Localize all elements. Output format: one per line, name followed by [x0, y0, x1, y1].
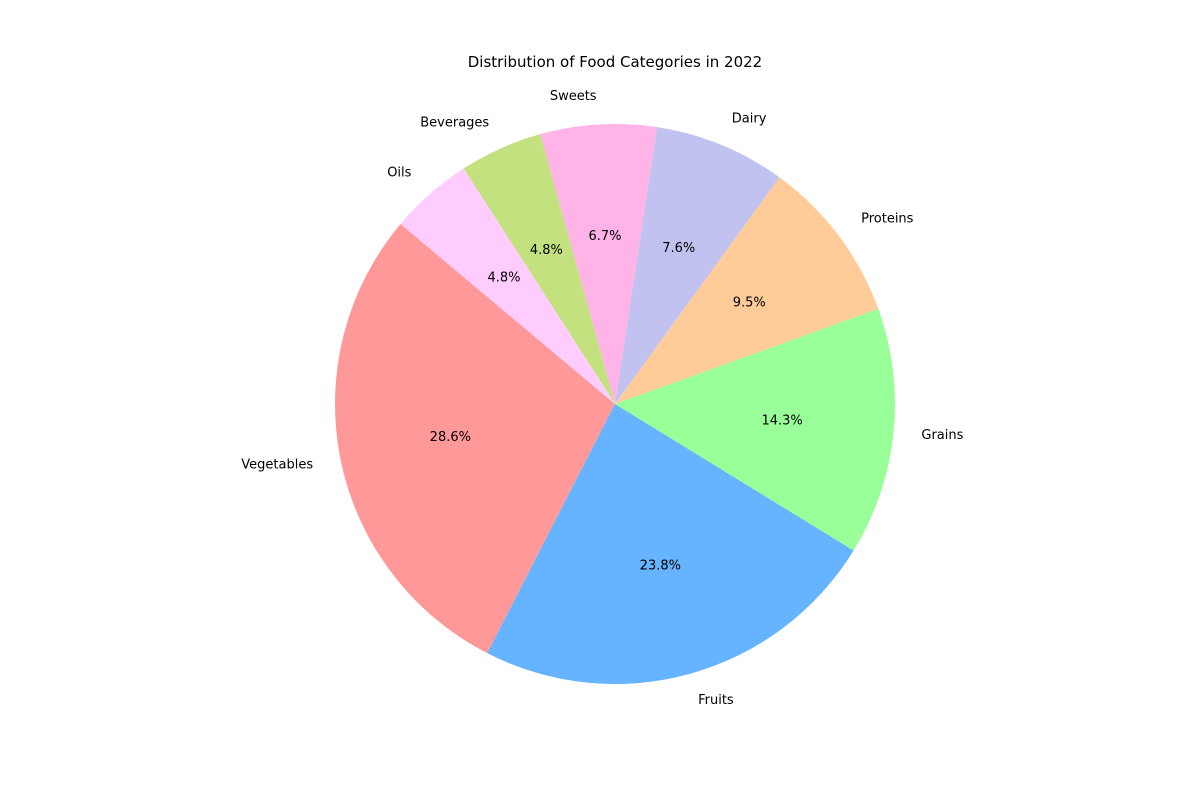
chart-title: Distribution of Food Categories in 2022 [468, 53, 762, 71]
pie-slice-proteins [615, 177, 879, 404]
pie-slice-sweets [540, 123, 657, 404]
pie-slice-fruits [487, 404, 854, 684]
slice-label-beverages: Beverages [420, 115, 489, 130]
slice-percent-proteins: 9.5% [733, 295, 766, 310]
slice-label-fruits: Fruits [698, 693, 734, 708]
slice-percent-beverages: 4.8% [530, 243, 563, 258]
slice-label-sweets: Sweets [550, 89, 597, 104]
slice-percent-sweets: 6.7% [588, 229, 621, 244]
pie-slice-vegetables [335, 224, 615, 654]
pie-slice-grains [615, 308, 895, 551]
slice-label-grains: Grains [921, 428, 963, 443]
pie-slice-oils [400, 168, 615, 404]
slice-percent-fruits: 23.8% [640, 558, 681, 573]
slice-percent-grains: 14.3% [761, 414, 802, 429]
pie-slices [335, 123, 895, 684]
pie-slice-beverages [463, 134, 615, 404]
slice-percent-dairy: 7.6% [662, 241, 695, 256]
pie-labels: Vegetables 28.6% Fruits 23.8% Grains 14.3% Pro… [241, 89, 963, 708]
slice-label-dairy: Dairy [732, 112, 767, 127]
slice-label-oils: Oils [387, 165, 411, 180]
slice-percent-vegetables: 28.6% [430, 430, 471, 445]
slice-label-vegetables: Vegetables [241, 458, 313, 473]
slice-percent-oils: 4.8% [487, 270, 520, 285]
slice-label-proteins: Proteins [861, 211, 914, 226]
pie-slice-dairy [615, 127, 780, 404]
